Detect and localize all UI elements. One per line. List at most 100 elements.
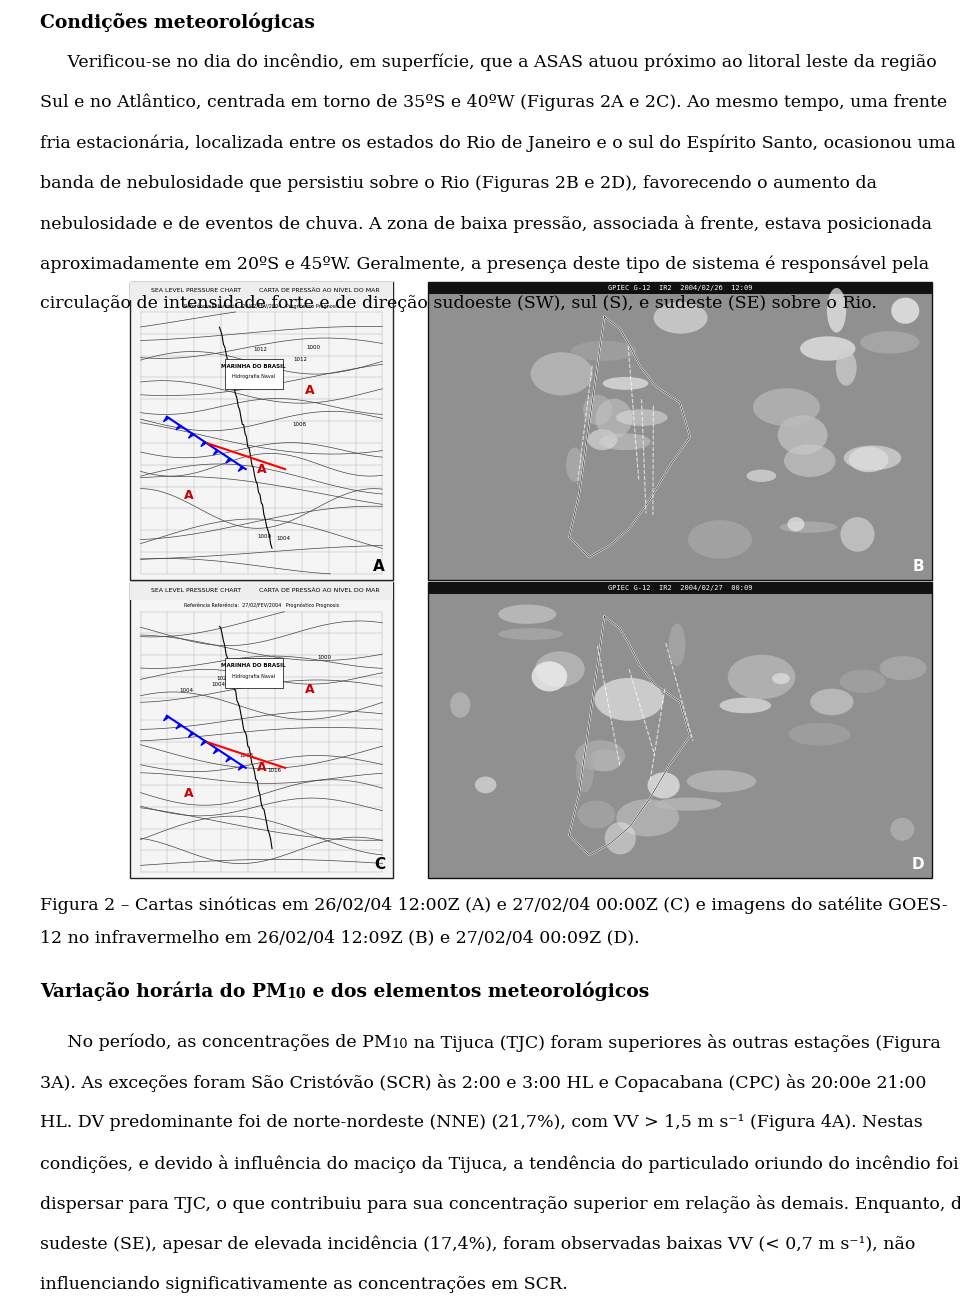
- Ellipse shape: [844, 446, 901, 471]
- Ellipse shape: [594, 678, 663, 721]
- Text: influenciando significativamente as concentrações em SCR.: influenciando significativamente as conc…: [40, 1275, 567, 1292]
- Bar: [225, 658, 282, 688]
- Ellipse shape: [800, 336, 855, 361]
- Polygon shape: [226, 458, 231, 463]
- Bar: [428, 582, 932, 878]
- Text: 1004: 1004: [211, 683, 225, 687]
- Text: 1012: 1012: [252, 347, 267, 352]
- Text: 1000: 1000: [306, 345, 320, 351]
- Text: MARINHA DO BRASIL: MARINHA DO BRASIL: [222, 663, 286, 668]
- Ellipse shape: [575, 740, 625, 770]
- Ellipse shape: [576, 749, 594, 793]
- Ellipse shape: [599, 433, 651, 450]
- Ellipse shape: [787, 517, 804, 531]
- Polygon shape: [201, 442, 206, 446]
- Text: fria estacionária, localizada entre os estados do Rio de Janeiro e o sul do Espí: fria estacionária, localizada entre os e…: [40, 135, 955, 152]
- Polygon shape: [238, 765, 244, 770]
- Text: 1020: 1020: [216, 676, 230, 680]
- Ellipse shape: [849, 447, 888, 472]
- Ellipse shape: [879, 657, 926, 680]
- Text: 1016: 1016: [267, 768, 281, 773]
- Ellipse shape: [840, 670, 885, 693]
- Text: A: A: [305, 683, 315, 696]
- Ellipse shape: [475, 777, 496, 793]
- Ellipse shape: [772, 674, 790, 684]
- Polygon shape: [201, 740, 206, 746]
- Text: MARINHA DO BRASIL: MARINHA DO BRASIL: [222, 364, 286, 369]
- Text: CARTA DE PRESSÃO AO NÍVEL DO MAR: CARTA DE PRESSÃO AO NÍVEL DO MAR: [259, 289, 379, 293]
- Text: Variação horária do PM: Variação horária do PM: [40, 982, 287, 1002]
- Text: Hidrografia Naval: Hidrografia Naval: [232, 674, 276, 679]
- Text: 1000: 1000: [318, 655, 331, 659]
- Ellipse shape: [720, 697, 771, 713]
- Text: 10: 10: [392, 1039, 408, 1052]
- Ellipse shape: [860, 331, 920, 353]
- Text: Condições meteorológicas: Condições meteorológicas: [40, 12, 315, 31]
- Polygon shape: [188, 433, 194, 438]
- Polygon shape: [226, 757, 231, 763]
- Ellipse shape: [450, 692, 470, 718]
- Text: A: A: [184, 489, 194, 502]
- Text: 3A). As exceções foram São Cristóvão (SCR) às 2:00 e 3:00 HL e Copacabana (CPC) : 3A). As exceções foram São Cristóvão (SC…: [40, 1074, 926, 1092]
- Ellipse shape: [780, 522, 837, 532]
- Ellipse shape: [535, 651, 585, 687]
- Text: aproximadamente em 20ºS e 45ºW. Geralmente, a presença deste tipo de sistema é r: aproximadamente em 20ºS e 45ºW. Geralmen…: [40, 255, 929, 272]
- Text: A: A: [256, 761, 266, 774]
- Text: e dos elementos meteorológicos: e dos elementos meteorológicos: [306, 982, 650, 1002]
- Text: Figura 2 – Cartas sinóticas em 26/02/04 12:00Z (A) e 27/02/04 00:00Z (C) e image: Figura 2 – Cartas sinóticas em 26/02/04 …: [40, 896, 948, 913]
- Bar: [225, 358, 282, 388]
- Ellipse shape: [603, 377, 648, 390]
- Ellipse shape: [686, 770, 756, 793]
- Polygon shape: [163, 417, 169, 421]
- Ellipse shape: [784, 445, 835, 477]
- Text: C: C: [373, 857, 385, 872]
- Ellipse shape: [532, 662, 567, 692]
- Bar: [130, 582, 393, 600]
- Ellipse shape: [589, 749, 621, 772]
- Ellipse shape: [789, 723, 851, 746]
- Polygon shape: [213, 748, 219, 753]
- Polygon shape: [213, 450, 219, 455]
- Ellipse shape: [616, 409, 667, 426]
- Text: HL. DV predominante foi de norte-nordeste (NNE) (21,7%), com VV > 1,5 m s⁻¹ (Fig: HL. DV predominante foi de norte-nordest…: [40, 1114, 923, 1131]
- Text: circulação de intensidade forte e de direção sudoeste (SW), sul (S), e sudeste (: circulação de intensidade forte e de dir…: [40, 296, 876, 313]
- Bar: [428, 283, 932, 294]
- Text: 1008: 1008: [240, 753, 253, 759]
- Ellipse shape: [890, 818, 914, 841]
- Bar: [130, 283, 393, 300]
- Text: nebulosidade e de eventos de chuva. A zona de baixa pressão, associada à frente,: nebulosidade e de eventos de chuva. A zo…: [40, 215, 932, 233]
- Text: 1012: 1012: [293, 357, 307, 362]
- Text: A: A: [184, 787, 194, 800]
- Ellipse shape: [588, 429, 617, 450]
- Ellipse shape: [810, 688, 853, 715]
- Ellipse shape: [616, 799, 679, 836]
- Ellipse shape: [531, 352, 592, 395]
- Text: 1004: 1004: [276, 536, 291, 542]
- Text: 12 no infravermelho em 26/02/04 12:09Z (B) e 27/02/04 00:09Z (D).: 12 no infravermelho em 26/02/04 12:09Z (…: [40, 930, 639, 947]
- Text: D: D: [911, 857, 924, 872]
- Text: 10: 10: [287, 986, 306, 1001]
- Polygon shape: [238, 467, 244, 471]
- Text: 1008: 1008: [292, 422, 306, 428]
- Ellipse shape: [654, 302, 708, 334]
- Ellipse shape: [595, 399, 633, 438]
- Text: B: B: [912, 559, 924, 574]
- Ellipse shape: [583, 395, 612, 425]
- Polygon shape: [163, 715, 169, 721]
- Text: Sul e no Atlântico, centrada em torno de 35ºS e 40ºW (Figuras 2A e 2C). Ao mesmo: Sul e no Atlântico, centrada em torno de…: [40, 94, 948, 111]
- Polygon shape: [188, 732, 194, 738]
- Ellipse shape: [753, 388, 820, 426]
- Text: A: A: [373, 559, 385, 574]
- Ellipse shape: [778, 416, 828, 455]
- Text: dispersar para TJC, o que contribuiu para sua concentração superior em relação à: dispersar para TJC, o que contribuiu par…: [40, 1196, 960, 1213]
- Bar: [428, 283, 932, 579]
- Ellipse shape: [669, 624, 685, 666]
- Text: GPIEC G-12  IR2  2004/02/27  00:09: GPIEC G-12 IR2 2004/02/27 00:09: [608, 585, 753, 591]
- Text: banda de nebulosidade que persistiu sobre o Rio (Figuras 2B e 2D), favorecendo o: banda de nebulosidade que persistiu sobr…: [40, 174, 877, 191]
- Text: sudeste (SE), apesar de elevada incidência (17,4%), foram observadas baixas VV (: sudeste (SE), apesar de elevada incidênc…: [40, 1235, 916, 1253]
- Ellipse shape: [728, 655, 796, 700]
- Text: GPIEC G-12  IR2  2004/02/26  12:09: GPIEC G-12 IR2 2004/02/26 12:09: [608, 285, 753, 290]
- Polygon shape: [176, 725, 181, 729]
- Text: No período, as concentrações de PM: No período, as concentrações de PM: [40, 1033, 392, 1052]
- Text: 1000: 1000: [257, 534, 272, 539]
